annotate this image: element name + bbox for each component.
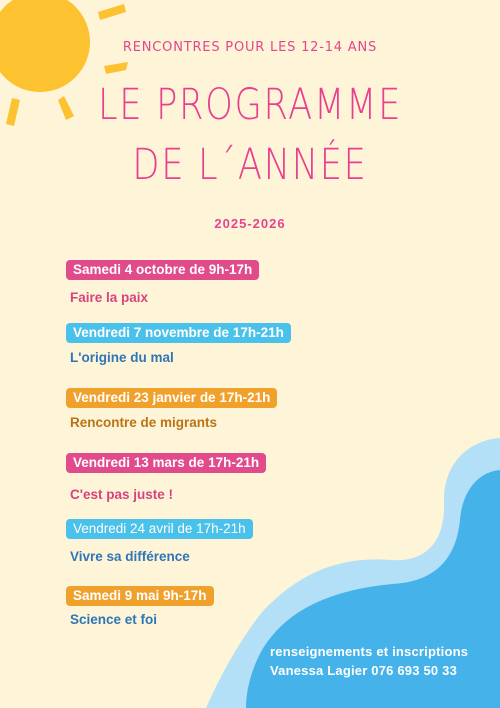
event-title-3: Rencontre de migrants bbox=[70, 415, 218, 430]
school-year: 2025-2026 bbox=[214, 216, 286, 231]
event-date-4: Vendredi 13 mars de 17h-21h bbox=[66, 453, 267, 473]
title-line-2: DE L´ANNÉE bbox=[132, 140, 368, 190]
subtitle: RENCONTRES POUR LES 12-14 ANS bbox=[122, 40, 378, 55]
sun-icon bbox=[0, 0, 128, 126]
event-title-5: Vivre sa différence bbox=[70, 549, 190, 564]
event-date-1: Samedi 4 octobre de 9h-17h bbox=[66, 260, 260, 280]
contact-name-phone: Vanessa Lagier 076 693 50 33 bbox=[270, 663, 458, 678]
contact-heading: renseignements et inscriptions bbox=[270, 644, 469, 659]
event-date-3: Vendredi 23 janvier de 17h-21h bbox=[66, 388, 278, 408]
event-title-2: L'origine du mal bbox=[70, 350, 174, 365]
event-title-4: C'est pas juste ! bbox=[70, 487, 173, 502]
title-line-1: LE PROGRAMME bbox=[98, 80, 402, 130]
event-date-2: Vendredi 7 novembre de 17h-21h bbox=[66, 323, 291, 343]
event-title-6: Science et foi bbox=[70, 612, 158, 627]
event-title-1: Faire la paix bbox=[70, 290, 149, 305]
event-date-5: Vendredi 24 avril de 17h-21h bbox=[66, 519, 253, 539]
contact-info: renseignements et inscriptions Vanessa L… bbox=[270, 642, 468, 680]
event-date-6: Samedi 9 mai 9h-17h bbox=[66, 586, 214, 606]
